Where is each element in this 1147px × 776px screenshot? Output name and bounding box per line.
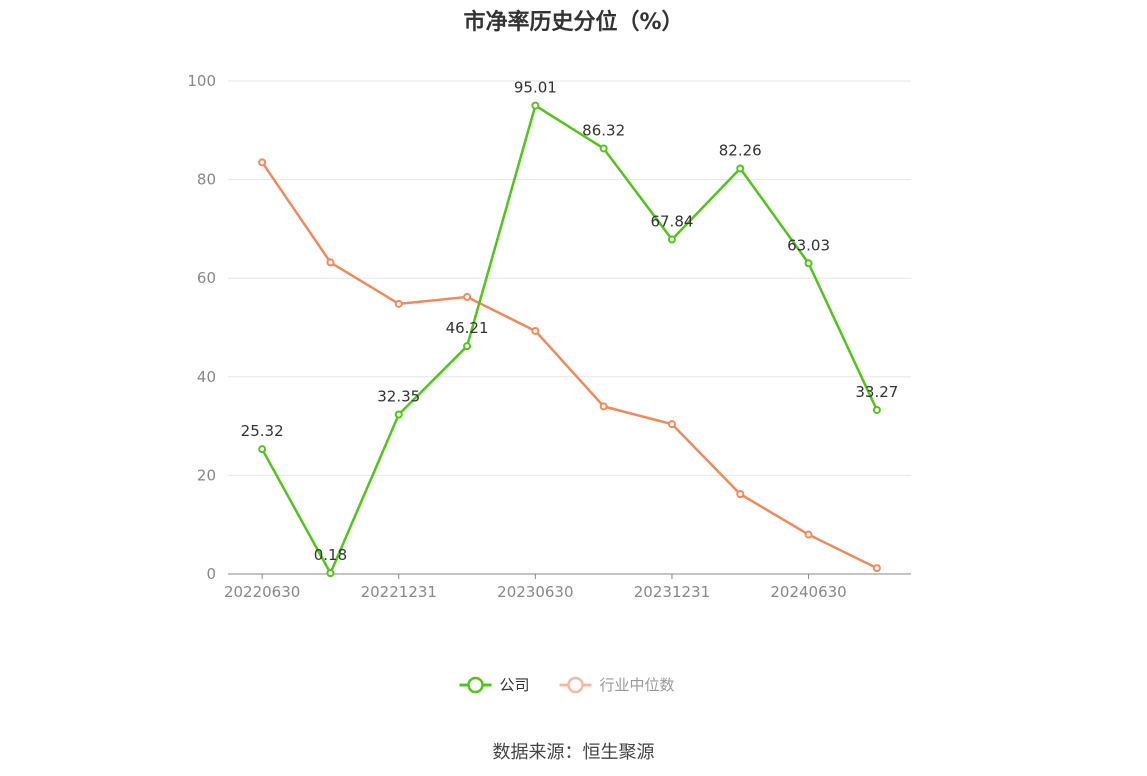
data-point xyxy=(258,158,267,167)
legend-marker xyxy=(567,676,584,694)
data-label: 25.32 xyxy=(241,422,284,440)
data-label: 63.03 xyxy=(787,236,830,254)
y-tick-label: 80 xyxy=(197,171,216,189)
data-point xyxy=(667,420,676,429)
data-point xyxy=(531,326,540,335)
data-point xyxy=(667,235,676,244)
data-point xyxy=(872,405,881,414)
series-line xyxy=(261,104,878,575)
chart-canvas: 0 20 40 60 80 100 20220630 20221231 20230630 2023… xyxy=(187,72,911,694)
data-point xyxy=(736,164,745,173)
chart-title: 市净率历史分位（%） xyxy=(463,10,684,35)
data-label: 95.01 xyxy=(514,79,557,97)
y-tick-label: 60 xyxy=(197,269,216,287)
data-point xyxy=(599,402,608,411)
data-point xyxy=(394,410,403,419)
legend-marker xyxy=(467,676,484,694)
data-label: 86.32 xyxy=(582,121,625,139)
data-point xyxy=(326,258,335,267)
data-point xyxy=(736,490,745,499)
series-line xyxy=(261,161,878,570)
data-label: 0.18 xyxy=(314,546,347,564)
y-tick-label: 0 xyxy=(206,565,216,583)
data-point xyxy=(394,299,403,308)
data-label: 32.35 xyxy=(377,388,420,406)
data-point xyxy=(463,292,472,301)
data-point xyxy=(258,445,267,454)
data-point xyxy=(872,564,881,573)
data-label: 82.26 xyxy=(719,141,762,159)
x-tick-label: 20230630 xyxy=(497,583,573,601)
data-point xyxy=(326,569,335,578)
y-tick-label: 100 xyxy=(187,72,216,90)
x-tick-label: 20231231 xyxy=(634,583,710,601)
legend-label: 公司 xyxy=(500,676,530,694)
data-point xyxy=(463,342,472,351)
data-label: 46.21 xyxy=(446,319,489,337)
data-point xyxy=(804,259,813,268)
y-tick-label: 20 xyxy=(197,466,216,484)
data-point xyxy=(804,530,813,539)
x-tick-label: 20240630 xyxy=(770,583,846,601)
y-tick-label: 40 xyxy=(197,368,216,386)
data-label: 67.84 xyxy=(650,213,693,231)
x-tick-label: 20220630 xyxy=(224,583,300,601)
legend-label: 行业中位数 xyxy=(600,676,675,694)
data-label: 33.27 xyxy=(855,383,898,401)
data-source-note: 数据来源：恒生聚源 xyxy=(492,742,655,763)
x-tick-label: 20221231 xyxy=(361,583,437,601)
data-point xyxy=(531,101,540,110)
data-point xyxy=(599,144,608,153)
